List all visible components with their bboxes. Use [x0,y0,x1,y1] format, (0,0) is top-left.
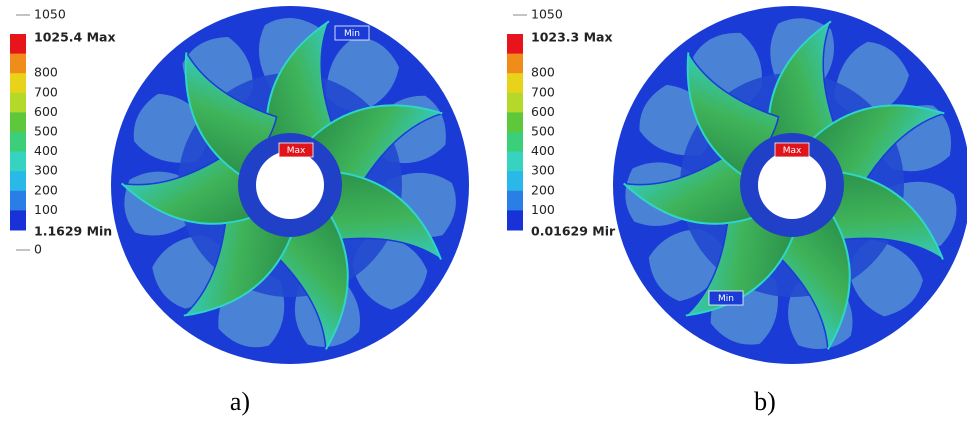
legend-swatch [10,34,26,54]
legend: 1050 1023.3 Max 800 700 600 500 400 300 200 100 0.… [507,7,616,239]
legend-swatch [507,210,523,230]
legend-top: 1050 [531,7,563,22]
legend-top: 1050 [34,7,66,22]
legend-swatch [507,132,523,152]
legend-swatch [507,34,523,54]
caption: a) [230,387,250,416]
legend-level: 800 [34,65,58,80]
hub-hole [758,151,826,219]
legend-level: 300 [531,163,555,178]
panel: 1050 1025.4 Max 800 700 600 500 400 300 200 100 1.… [10,6,469,416]
legend-max: 1025.4 Max [34,30,116,45]
legend: 1050 1025.4 Max 800 700 600 500 400 300 200 100 1.… [10,7,116,257]
legend-level: 700 [34,84,58,99]
legend-max: 1023.3 Max [531,30,613,45]
legend-level: 400 [34,143,58,158]
marker-label: Max [783,146,802,156]
legend-level: 700 [531,84,555,99]
legend-swatch [507,152,523,172]
figure: 1050 1025.4 Max 800 700 600 500 400 300 200 100 1.… [0,0,967,421]
legend-swatch [507,171,523,191]
impeller [613,6,967,364]
impeller [111,6,469,364]
legend-swatch [507,54,523,74]
legend-level: 600 [531,104,555,119]
marker-label: Max [287,146,306,156]
legend-swatch [10,171,26,191]
legend-level: 400 [531,143,555,158]
legend-swatch [507,191,523,211]
marker-label: Min [718,294,734,304]
legend-swatch [10,191,26,211]
legend-swatch [10,54,26,74]
legend-min: 1.1629 Min [34,224,112,239]
legend-swatch [10,73,26,93]
legend-level: 200 [34,182,58,197]
legend-swatch [507,73,523,93]
legend-swatch [10,112,26,132]
legend-level: 200 [531,182,555,197]
panel: 1050 1023.3 Max 800 700 600 500 400 300 200 100 0.… [507,6,967,416]
caption: b) [754,387,776,416]
legend-swatch [507,112,523,132]
legend-swatch [507,93,523,113]
legend-bottom: 0 [34,242,42,257]
legend-swatch [10,210,26,230]
legend-level: 600 [34,104,58,119]
marker-label: Min [344,29,360,39]
legend-level: 800 [531,65,555,80]
legend-swatch [10,93,26,113]
legend-level: 500 [531,124,555,139]
legend-level: 100 [531,202,555,217]
legend-swatch [10,132,26,152]
hub-hole [256,151,324,219]
legend-level: 300 [34,163,58,178]
legend-level: 100 [34,202,58,217]
legend-swatch [10,152,26,172]
legend-level: 500 [34,124,58,139]
legend-min: 0.01629 Mir [531,224,616,239]
